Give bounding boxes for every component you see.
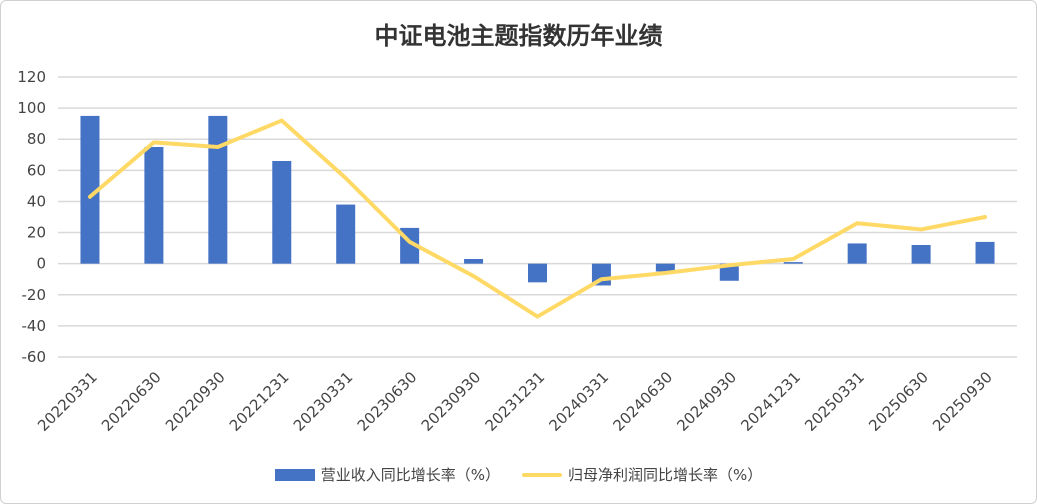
x-tick-label: 20220331 xyxy=(34,368,101,435)
x-tick-label: 20230930 xyxy=(418,368,485,435)
legend-swatch-line xyxy=(522,472,562,477)
x-tick-label: 20231231 xyxy=(482,368,549,435)
legend-label: 营业收入同比增长率（%） xyxy=(320,466,500,484)
bar-20220630 xyxy=(144,147,164,264)
legend-swatch-bar xyxy=(274,468,315,481)
x-tick-label: 20250630 xyxy=(865,368,932,435)
bar-20220331 xyxy=(80,115,100,264)
bar-20221231 xyxy=(272,161,292,264)
x-tick-label: 20221231 xyxy=(226,368,293,435)
bar-20240930 xyxy=(719,263,739,281)
bar-20250630 xyxy=(911,245,931,264)
x-tick-label: 20240331 xyxy=(546,368,613,435)
x-tick-label: 20230630 xyxy=(354,368,421,435)
bar-20230930 xyxy=(464,259,484,264)
y-tick-label: 0 xyxy=(36,255,46,273)
bar-20241231 xyxy=(783,262,803,264)
bar-20220930 xyxy=(208,115,228,264)
legend: 营业收入同比增长率（%） 归母净利润同比增长率（%） xyxy=(0,464,1037,485)
x-tick-label: 20220630 xyxy=(98,368,165,435)
y-tick-label: 20 xyxy=(27,224,46,242)
y-tick-label: -60 xyxy=(22,348,47,366)
y-tick-label: 100 xyxy=(17,99,46,117)
x-tick-label: 20250331 xyxy=(801,368,868,435)
bar-20231231 xyxy=(528,263,547,283)
x-tick-label: 20250930 xyxy=(929,368,996,435)
legend-item-profit: 归母净利润同比增长率（%） xyxy=(522,464,762,485)
x-tick-label: 20241231 xyxy=(737,368,804,435)
bar-20230331 xyxy=(336,204,356,264)
legend-item-revenue: 营业收入同比增长率（%） xyxy=(274,464,500,485)
chart-title: 中证电池主题指数历年业绩 xyxy=(374,22,663,50)
bar-20250930 xyxy=(975,241,995,264)
x-tick-label: 20220930 xyxy=(162,368,229,435)
y-tick-label: -20 xyxy=(22,286,47,304)
legend-label: 归母净利润同比增长率（%） xyxy=(568,466,763,484)
y-tick-label: 120 xyxy=(17,68,46,86)
bar-20240630 xyxy=(655,263,675,272)
y-tick-label: -40 xyxy=(22,317,47,335)
bar-20250331 xyxy=(847,243,867,264)
y-tick-label: 40 xyxy=(27,192,46,210)
y-tick-label: 80 xyxy=(27,130,46,148)
y-tick-label: 60 xyxy=(27,161,46,179)
x-tick-label: 20230331 xyxy=(290,368,357,435)
x-tick-label: 20240930 xyxy=(673,368,740,435)
x-tick-label: 20240630 xyxy=(609,368,676,435)
